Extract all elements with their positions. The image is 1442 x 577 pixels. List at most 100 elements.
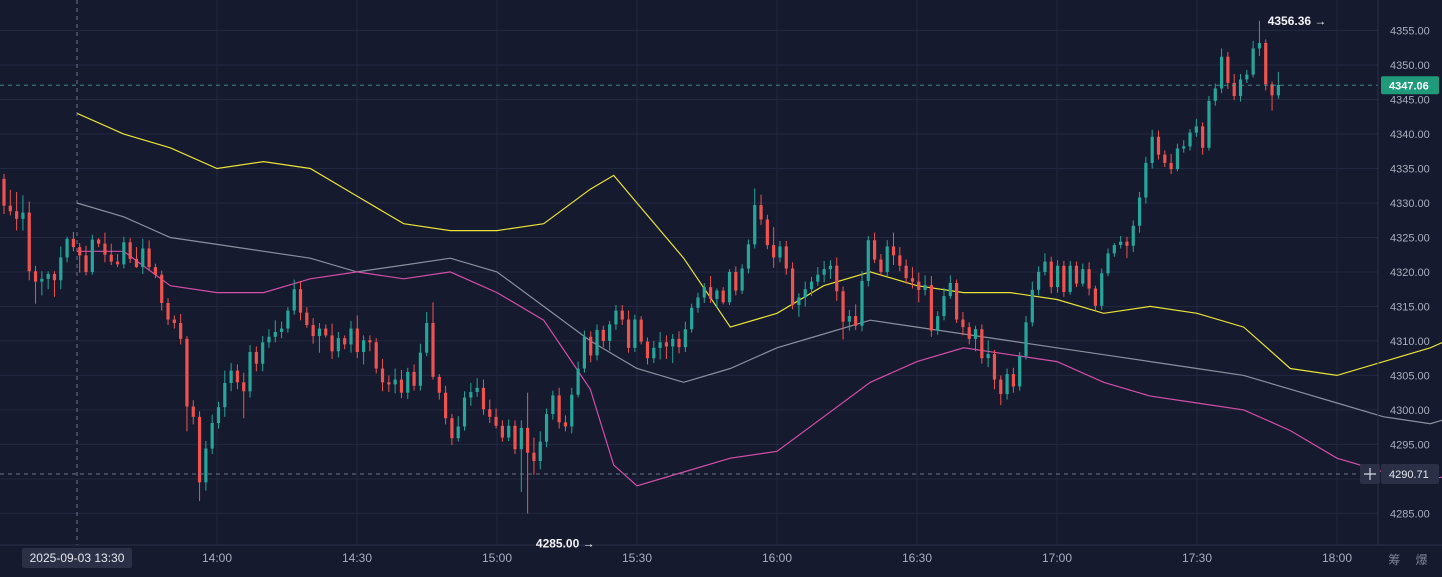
candle-body[interactable] bbox=[368, 340, 372, 343]
candle-body[interactable] bbox=[784, 246, 788, 269]
candle-body[interactable] bbox=[727, 271, 732, 303]
candle[interactable] bbox=[740, 264, 744, 295]
candle[interactable] bbox=[488, 399, 492, 424]
candle[interactable] bbox=[90, 234, 94, 275]
candle[interactable] bbox=[652, 340, 656, 364]
candle-body[interactable] bbox=[1194, 126, 1198, 133]
candle-body[interactable] bbox=[1093, 288, 1098, 306]
candle-body[interactable] bbox=[822, 269, 826, 275]
candle-body[interactable] bbox=[1264, 42, 1268, 85]
candle-body[interactable] bbox=[418, 352, 422, 386]
candle-body[interactable] bbox=[753, 205, 757, 245]
candle[interactable] bbox=[759, 194, 763, 226]
candle[interactable] bbox=[273, 320, 277, 343]
candle[interactable] bbox=[210, 414, 214, 455]
candle-body[interactable] bbox=[1188, 132, 1192, 147]
candle[interactable] bbox=[835, 257, 839, 301]
candle-body[interactable] bbox=[330, 335, 334, 352]
candle[interactable] bbox=[507, 419, 511, 441]
candle[interactable] bbox=[286, 307, 290, 333]
candle-body[interactable] bbox=[1257, 42, 1262, 49]
candle[interactable] bbox=[1131, 220, 1135, 252]
candle-body[interactable] bbox=[664, 342, 669, 347]
candle-body[interactable] bbox=[1062, 265, 1066, 292]
candle-body[interactable] bbox=[589, 336, 593, 356]
candle[interactable] bbox=[715, 288, 719, 308]
candle[interactable] bbox=[361, 335, 366, 365]
candle-body[interactable] bbox=[1270, 84, 1274, 96]
candle[interactable] bbox=[1194, 118, 1198, 137]
candle[interactable] bbox=[248, 345, 252, 398]
candle-body[interactable] bbox=[809, 281, 814, 290]
candle-body[interactable] bbox=[210, 423, 214, 449]
candle[interactable] bbox=[78, 242, 82, 273]
candle[interactable] bbox=[254, 346, 258, 372]
candle[interactable] bbox=[179, 314, 183, 345]
candle-body[interactable] bbox=[1119, 241, 1123, 246]
candle[interactable] bbox=[708, 276, 713, 303]
candle-body[interactable] bbox=[1219, 56, 1224, 89]
candle[interactable] bbox=[677, 331, 681, 354]
candle[interactable] bbox=[437, 374, 441, 400]
candle-body[interactable] bbox=[847, 316, 851, 322]
candle-body[interactable] bbox=[1169, 162, 1173, 170]
candle[interactable] bbox=[879, 254, 883, 277]
candle-body[interactable] bbox=[122, 242, 126, 265]
candle-body[interactable] bbox=[595, 329, 599, 356]
candle[interactable] bbox=[961, 311, 965, 336]
candle-body[interactable] bbox=[462, 397, 467, 427]
candle-body[interactable] bbox=[223, 383, 227, 408]
candle[interactable] bbox=[412, 364, 416, 391]
candle[interactable] bbox=[999, 375, 1003, 406]
candle-body[interactable] bbox=[772, 245, 776, 258]
candle-body[interactable] bbox=[942, 296, 946, 317]
candle[interactable] bbox=[1156, 130, 1161, 160]
candle-body[interactable] bbox=[431, 323, 435, 377]
candle[interactable] bbox=[279, 321, 284, 339]
candle-body[interactable] bbox=[860, 280, 864, 326]
candle[interactable] bbox=[576, 361, 580, 398]
candle[interactable] bbox=[595, 324, 599, 361]
candle-body[interactable] bbox=[229, 370, 233, 384]
candle-body[interactable] bbox=[21, 212, 25, 219]
candle-body[interactable] bbox=[109, 254, 113, 262]
candle-body[interactable] bbox=[97, 239, 101, 244]
candle-body[interactable] bbox=[986, 354, 990, 359]
candle[interactable] bbox=[784, 240, 788, 275]
candle-body[interactable] bbox=[1150, 136, 1154, 163]
candle[interactable] bbox=[860, 271, 864, 332]
candle-body[interactable] bbox=[166, 302, 170, 320]
corner-toolbar[interactable]: 筹 爆 bbox=[1380, 546, 1442, 572]
candle[interactable] bbox=[1018, 351, 1022, 391]
candle[interactable] bbox=[891, 232, 896, 266]
candle-body[interactable] bbox=[1037, 271, 1041, 290]
candle-body[interactable] bbox=[746, 244, 751, 269]
candle[interactable] bbox=[185, 336, 189, 432]
candle-body[interactable] bbox=[1201, 126, 1205, 148]
candle[interactable] bbox=[355, 315, 359, 359]
candle-body[interactable] bbox=[835, 265, 839, 292]
candle-body[interactable] bbox=[336, 338, 340, 352]
candle-body[interactable] bbox=[40, 278, 44, 282]
candle-body[interactable] bbox=[608, 324, 612, 341]
candle[interactable] bbox=[986, 340, 990, 368]
candle-body[interactable] bbox=[582, 336, 587, 369]
candle-body[interactable] bbox=[1074, 265, 1079, 284]
candle[interactable] bbox=[683, 321, 687, 352]
candle-body[interactable] bbox=[185, 338, 189, 407]
candle[interactable] bbox=[317, 323, 322, 353]
candle-body[interactable] bbox=[450, 418, 454, 439]
candle-body[interactable] bbox=[778, 246, 782, 258]
candle-body[interactable] bbox=[967, 327, 971, 339]
candle[interactable] bbox=[1074, 261, 1079, 288]
candle[interactable] bbox=[450, 414, 454, 446]
candle-body[interactable] bbox=[279, 328, 284, 332]
candle-body[interactable] bbox=[1207, 100, 1211, 148]
candle-body[interactable] bbox=[557, 395, 561, 423]
candle[interactable] bbox=[1207, 96, 1211, 151]
candle-body[interactable] bbox=[652, 347, 656, 359]
candle[interactable] bbox=[1219, 48, 1224, 94]
candle-body[interactable] bbox=[702, 287, 706, 298]
candle[interactable] bbox=[1055, 260, 1060, 293]
candle[interactable] bbox=[803, 281, 807, 307]
